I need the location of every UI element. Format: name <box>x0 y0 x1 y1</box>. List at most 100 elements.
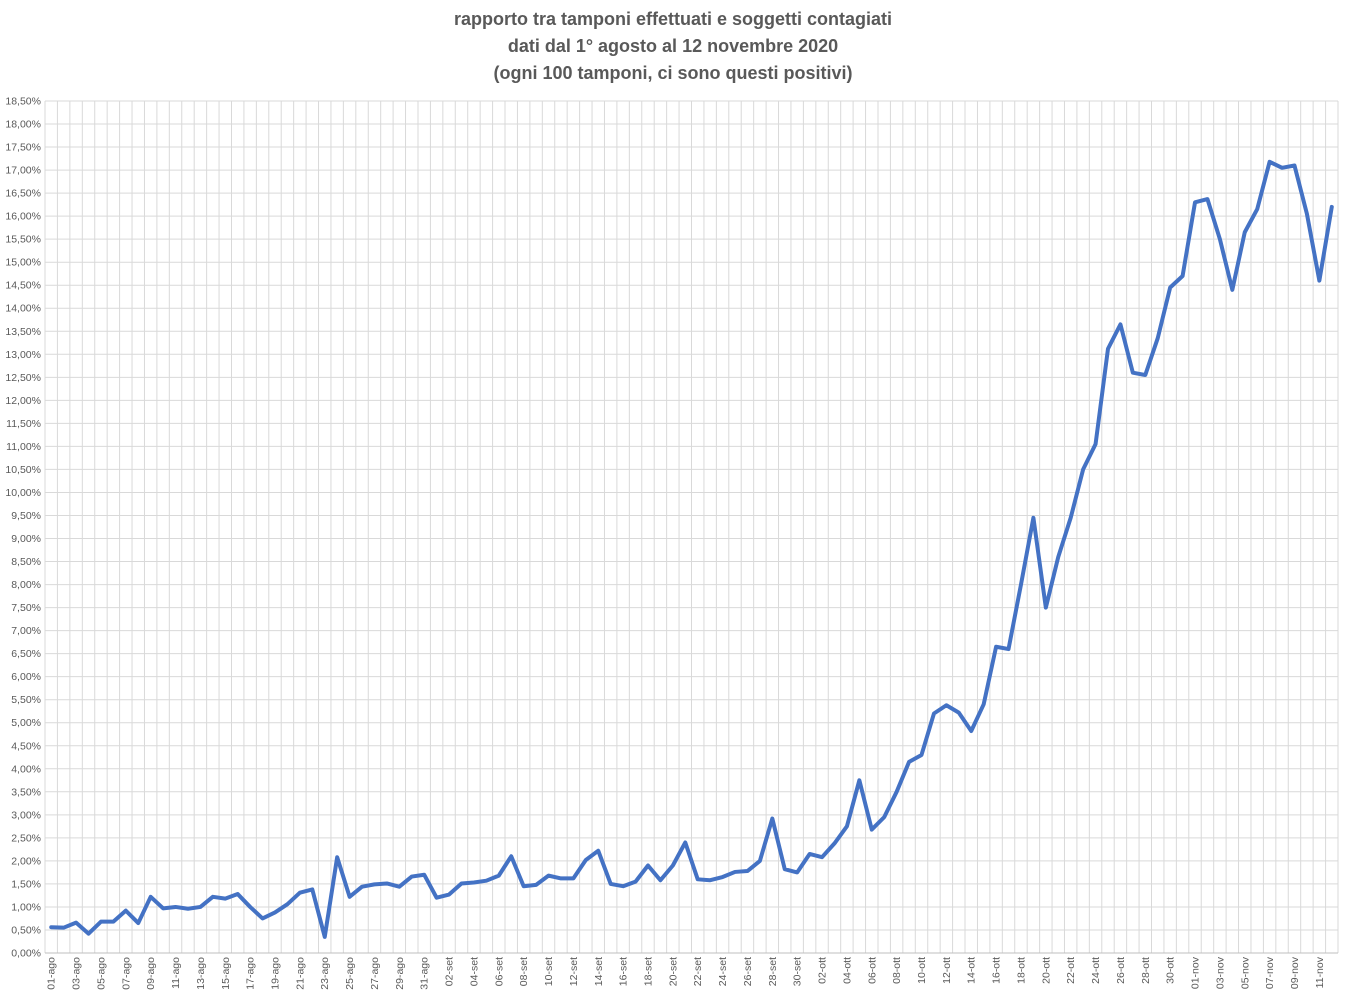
y-tick-label: 17,50% <box>5 142 41 154</box>
y-tick-label: 6,50% <box>11 648 41 660</box>
x-tick-label: 01-ago <box>46 957 58 990</box>
x-tick-label: 20-ott <box>1040 957 1052 984</box>
x-tick-label: 18-ott <box>1015 957 1027 984</box>
x-tick-label: 19-ago <box>270 957 282 990</box>
x-tick-label: 24-set <box>717 957 729 986</box>
x-tick-label: 16-ott <box>991 957 1003 984</box>
y-tick-label: 5,50% <box>11 694 41 706</box>
x-tick-label: 12-set <box>568 957 580 986</box>
x-tick-label: 28-ott <box>1140 957 1152 984</box>
y-tick-label: 7,00% <box>11 625 41 637</box>
y-tick-label: 0,50% <box>11 924 41 936</box>
y-tick-label: 12,50% <box>5 372 41 384</box>
y-tick-label: 18,00% <box>5 119 41 131</box>
y-tick-label: 9,50% <box>11 510 41 522</box>
y-tick-label: 12,00% <box>5 395 41 407</box>
x-tick-label: 21-ago <box>294 957 306 990</box>
y-tick-label: 14,00% <box>5 303 41 315</box>
x-tick-label: 09-ago <box>145 957 157 990</box>
x-tick-label: 30-set <box>792 957 804 986</box>
series-line <box>49 159 1334 939</box>
y-tick-label: 13,50% <box>5 326 41 338</box>
x-tick-label: 04-set <box>468 957 480 986</box>
x-tick-label: 10-ott <box>916 957 928 984</box>
y-tick-label: 14,50% <box>5 280 41 292</box>
x-tick-label: 02-ott <box>817 957 829 984</box>
y-tick-label: 16,50% <box>5 188 41 200</box>
x-tick-label: 01-nov <box>1190 956 1202 989</box>
y-tick-label: 15,50% <box>5 234 41 246</box>
y-tick-label: 11,50% <box>6 418 41 430</box>
y-tick-label: 17,00% <box>5 165 41 177</box>
chart-title-line-2: dati dal 1° agosto al 12 novembre 2020 <box>507 36 839 56</box>
y-tick-label: 1,00% <box>11 901 41 913</box>
x-tick-label: 09-nov <box>1289 956 1301 989</box>
y-tick-label: 15,00% <box>5 257 41 269</box>
x-tick-label: 08-ott <box>891 957 903 984</box>
x-tick-label: 03-nov <box>1214 956 1226 989</box>
x-axis-tick-labels: 01-ago 03-ago 05-ago 07-ago 09-ago 11-ago 13-a… <box>46 956 1326 989</box>
x-tick-label: 14-set <box>593 957 605 986</box>
x-tick-label: 17-ago <box>245 957 257 990</box>
x-tick-label: 16-set <box>618 957 630 986</box>
x-tick-label: 26-set <box>742 957 754 986</box>
vertical-gridlines <box>44 101 1339 953</box>
x-tick-label: 05-nov <box>1239 956 1251 989</box>
x-tick-label: 13-ago <box>195 957 207 990</box>
x-tick-label: 07-nov <box>1264 956 1276 989</box>
x-tick-label: 18-set <box>642 957 654 986</box>
y-tick-label: 7,50% <box>11 602 41 614</box>
x-tick-label: 25-ago <box>344 957 356 990</box>
y-tick-label: 2,00% <box>11 855 41 867</box>
x-tick-label: 26-ott <box>1115 957 1127 984</box>
x-tick-label: 22-set <box>692 957 704 986</box>
x-tick-label: 28-set <box>767 957 779 986</box>
y-tick-label: 2,50% <box>11 832 41 844</box>
x-tick-label: 31-ago <box>419 957 431 990</box>
x-tick-label: 12-ott <box>941 957 953 984</box>
y-tick-label: 4,00% <box>11 763 41 775</box>
x-tick-label: 10-set <box>543 957 555 986</box>
chart-title-line-1: rapporto tra tamponi effettuati e sogget… <box>453 9 893 29</box>
x-tick-label: 24-ott <box>1090 957 1102 984</box>
x-tick-label: 11-ago <box>170 957 182 989</box>
y-tick-label: 6,00% <box>11 671 41 683</box>
x-tick-label: 06-ott <box>866 957 878 984</box>
y-tick-label: 4,50% <box>11 740 41 752</box>
y-tick-label: 9,00% <box>11 533 41 545</box>
y-tick-label: 8,50% <box>11 556 41 568</box>
x-tick-label: 30-ott <box>1165 957 1177 984</box>
x-tick-label: 07-ago <box>120 957 132 990</box>
x-tick-label: 02-set <box>444 957 456 986</box>
y-axis-tick-labels: 0,00% 0,50% 1,00% 1,50% 2,00% 2,50% 3,00% 3,50%… <box>5 96 41 960</box>
y-tick-label: 10,00% <box>5 487 41 499</box>
y-tick-label: 0,00% <box>11 948 41 960</box>
x-tick-label: 11-nov <box>1314 956 1326 988</box>
y-tick-label: 10,50% <box>5 464 41 476</box>
x-tick-label: 20-set <box>667 957 679 986</box>
y-tick-label: 3,00% <box>11 809 41 821</box>
x-tick-label: 04-ott <box>841 957 853 984</box>
y-tick-label: 13,00% <box>5 349 41 361</box>
x-tick-label: 06-set <box>493 957 505 986</box>
y-tick-label: 3,50% <box>11 786 41 798</box>
series-group <box>49 159 1334 939</box>
y-tick-label: 18,50% <box>5 96 41 108</box>
y-tick-label: 16,00% <box>5 211 41 223</box>
x-tick-label: 27-ago <box>369 957 381 990</box>
y-tick-label: 5,00% <box>11 717 41 729</box>
chart-title-line-3: (ogni 100 tamponi, ci sono questi positi… <box>493 63 853 83</box>
x-tick-label: 08-set <box>518 957 530 986</box>
x-tick-label: 14-ott <box>966 957 978 984</box>
x-tick-label: 03-ago <box>71 957 83 990</box>
x-tick-label: 23-ago <box>319 957 331 990</box>
y-tick-label: 8,00% <box>11 579 41 591</box>
x-tick-label: 05-ago <box>95 957 107 990</box>
x-tick-label: 15-ago <box>220 957 232 990</box>
x-tick-label: 29-ago <box>394 957 406 990</box>
x-tick-label: 22-ott <box>1065 957 1077 984</box>
y-tick-label: 1,50% <box>11 878 41 890</box>
y-tick-label: 11,00% <box>6 441 41 453</box>
